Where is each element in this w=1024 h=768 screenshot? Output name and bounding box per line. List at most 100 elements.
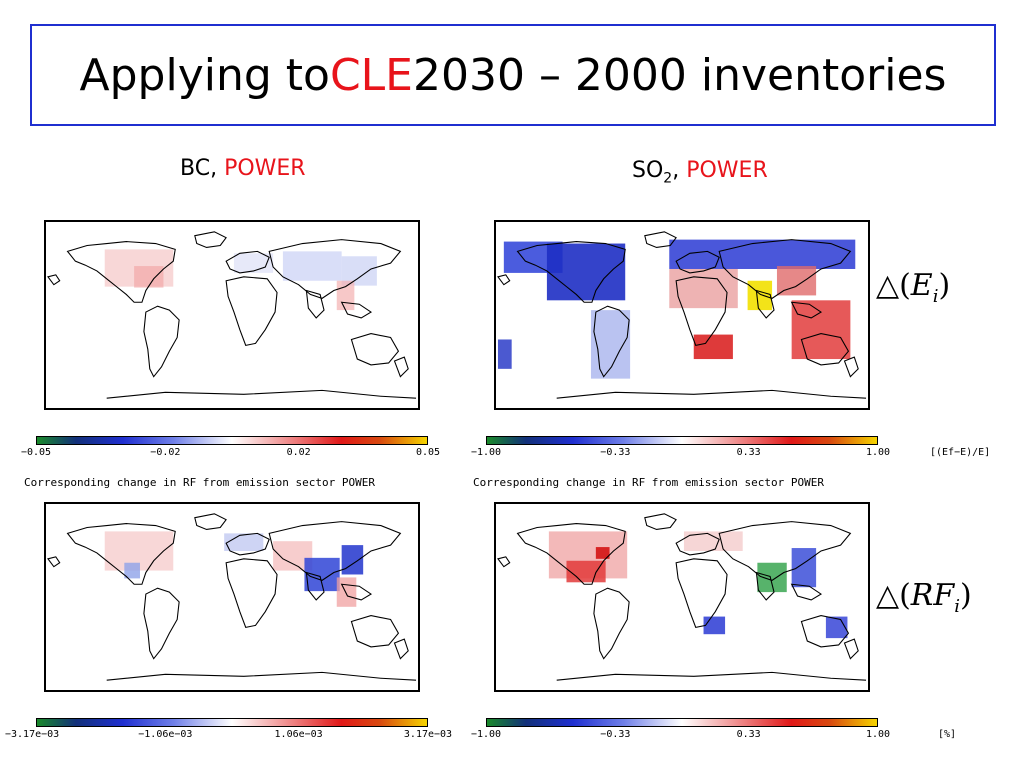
map-so2-forcing-coast-outline-10 xyxy=(843,638,859,660)
map-bc-emissions-coast-outline-1 xyxy=(66,241,176,303)
map-bc-emissions-svg xyxy=(47,231,417,399)
colorbar-so2-forcing xyxy=(486,718,878,727)
map-bc-forcing-field-region-6 xyxy=(341,545,364,575)
map-so2-forcing-coast-outline-11 xyxy=(556,671,867,681)
map-so2-forcing-field-region-7 xyxy=(703,616,726,635)
map-so2-emissions-field-region-10 xyxy=(497,339,512,369)
map-so2-emissions-coast-outline-7 xyxy=(755,289,775,319)
map-so2-forcing-field-region-3 xyxy=(595,547,610,559)
map-so2-forcing-coast-outline-4 xyxy=(675,532,720,556)
map-bc-emissions-coast-outline-4 xyxy=(225,250,270,274)
map-so2-forcing-field-region-4 xyxy=(683,531,743,551)
map-bc-emissions-coast-outline-11 xyxy=(106,389,417,399)
map-bc-forcing-coast-outline-8 xyxy=(340,583,373,601)
map-so2-forcing xyxy=(494,502,870,692)
map-bc-emissions-coast-outline-7 xyxy=(305,289,325,319)
colorbar-unit-emissions: [(Ef−E)/E] xyxy=(930,447,991,458)
map-so2-emissions-coast xyxy=(497,231,867,399)
map-bc-forcing-coast-outline-4 xyxy=(225,532,270,556)
title-suffix: 2030 – 2000 inventories xyxy=(412,49,947,101)
map-so2-forcing-coast xyxy=(497,513,867,681)
column-sector-so2: POWER xyxy=(686,158,768,183)
column-species-so2: SO xyxy=(632,158,664,183)
map-bc-emissions xyxy=(44,220,420,410)
colorbar-tick: 1.00 xyxy=(865,447,891,458)
map-so2-forcing-coast-outline-5 xyxy=(675,558,728,628)
title-prefix: Applying to xyxy=(79,49,330,101)
map-so2-emissions-coast-outline-1 xyxy=(516,241,626,303)
map-so2-emissions-field-region-8 xyxy=(791,300,851,360)
colorbar-tick: −0.33 xyxy=(600,729,631,740)
map-bc-emissions-field-region-3 xyxy=(282,251,342,281)
row-label-forcing-pre: △( xyxy=(876,578,911,613)
map-bc-forcing-coast-outline-1 xyxy=(66,523,176,585)
map-so2-emissions-field-region-5 xyxy=(669,268,738,309)
map-bc-emissions-coast-outline-12 xyxy=(47,274,61,286)
map-bc-emissions-coast-outline-3 xyxy=(194,231,227,249)
row-label-emissions: △(Ei) xyxy=(876,268,950,307)
map-so2-emissions-coast-outline-4 xyxy=(675,250,720,274)
map-bc-emissions-coast-outline-2 xyxy=(143,305,180,378)
map-bc-emissions-coast-outline-9 xyxy=(350,333,400,366)
map-so2-emissions-field xyxy=(497,239,856,379)
colorbar-bc-forcing xyxy=(36,718,428,727)
colorbar-tick: −0.33 xyxy=(600,447,631,458)
map-so2-emissions-coast-outline-10 xyxy=(843,356,859,378)
colorbar-tick: −1.00 xyxy=(470,729,502,740)
colorbar-tick: 0.33 xyxy=(736,729,761,740)
colorbar-tick: 1.06e−03 xyxy=(274,729,323,740)
map-bc-emissions-coast xyxy=(47,231,417,399)
map-so2-emissions-field-region-4 xyxy=(669,239,856,269)
colorbar-tick: 0.05 xyxy=(415,447,441,458)
map-so2-emissions-coast-outline-11 xyxy=(556,389,867,399)
map-so2-emissions-coast-outline-12 xyxy=(497,274,511,286)
column-header-so2: SO2, POWER xyxy=(632,158,768,186)
map-bc-forcing-coast-outline-12 xyxy=(47,556,61,568)
map-so2-forcing-coast-outline-12 xyxy=(497,556,511,568)
map-bc-emissions-coast-outline-5 xyxy=(225,276,278,346)
map-so2-forcing-svg xyxy=(497,513,867,681)
map-bc-forcing-coast xyxy=(47,513,417,681)
colorbar-tick: −3.17e−03 xyxy=(5,729,60,740)
colorbar-so2-emissions xyxy=(486,436,878,445)
map-so2-forcing-coast-outline-3 xyxy=(644,513,677,531)
map-bc-forcing-coast-outline-5 xyxy=(225,558,278,628)
map-so2-forcing-field-region-2 xyxy=(566,560,606,583)
map-so2-emissions-coast-outline-9 xyxy=(800,333,850,366)
row-label-forcing-sub: i xyxy=(954,596,960,617)
map-bc-forcing xyxy=(44,502,420,692)
map-bc-forcing-svg xyxy=(47,513,417,681)
row-label-emissions-sub: i xyxy=(932,286,939,307)
colorbar-tick: 1.00 xyxy=(865,729,891,740)
colorbar-unit-forcing: [%] xyxy=(938,729,957,740)
column-species-so2-sub: 2 xyxy=(663,170,673,187)
map-so2-emissions-coast-outline-3 xyxy=(644,231,677,249)
map-bc-forcing-field-region-7 xyxy=(336,577,357,607)
slide-title: Applying to CLE 2030 – 2000 inventories xyxy=(32,26,994,124)
map-bc-forcing-field-region-2 xyxy=(124,562,140,579)
map-bc-forcing-field xyxy=(104,531,364,607)
colorbar-bc-emissions xyxy=(36,436,428,445)
map-bc-forcing-coast-outline-3 xyxy=(194,513,227,531)
map-so2-emissions-coast-outline-6 xyxy=(718,239,852,299)
map-so2-emissions-field-region-9 xyxy=(693,334,733,360)
colorbar-tick: −1.06e−03 xyxy=(138,729,193,740)
column-header-bc: BC, POWER xyxy=(180,156,306,181)
title-highlight: CLE xyxy=(329,49,413,101)
colorbar-tick: −1.00 xyxy=(470,447,502,458)
row-label-forcing: △(RFi) xyxy=(876,578,972,617)
map-bc-forcing-field-region-3 xyxy=(224,533,264,551)
map-bc-forcing-coast-outline-2 xyxy=(143,587,180,660)
colorbar-tick: −0.05 xyxy=(20,447,52,458)
map-so2-emissions-coast-outline-2 xyxy=(593,305,630,378)
colorbar-bc-forcing-ticks: −3.17e−03 −1.06e−03 1.06e−03 3.17e−03 xyxy=(5,729,452,743)
map-so2-forcing-field xyxy=(548,531,848,639)
map-so2-forcing-coast-outline-6 xyxy=(718,521,852,581)
map-bc-forcing-coast-outline-10 xyxy=(393,638,409,660)
map-bc-emissions-coast-outline-10 xyxy=(393,356,409,378)
colorbar-tick: 3.17e−03 xyxy=(403,729,453,740)
map-so2-forcing-coast-outline-9 xyxy=(800,615,850,648)
map-bc-forcing-coast-outline-7 xyxy=(305,571,325,601)
colorbar-bc-emissions-ticks: −0.05 −0.02 0.02 0.05 xyxy=(21,447,440,461)
colorbar-so2-emissions-ticks: −1.00 −0.33 0.33 1.00 xyxy=(471,447,890,461)
